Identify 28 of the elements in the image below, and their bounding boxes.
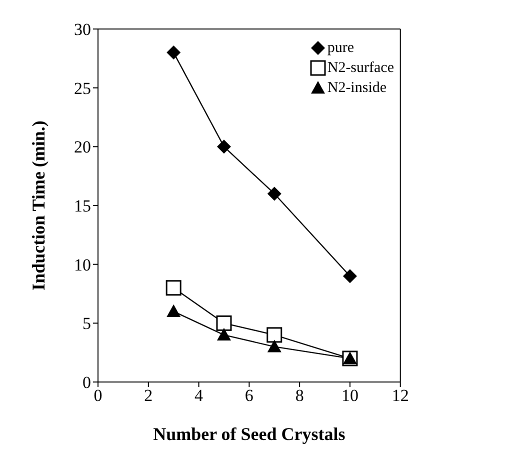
- y-axis-title: Induction Time (min.): [28, 120, 48, 290]
- y-tick-label: 5: [82, 314, 91, 334]
- y-tick-label: 30: [74, 20, 91, 40]
- point: [166, 304, 181, 317]
- legend-label: pure: [327, 39, 354, 58]
- x-tick-label: 8: [295, 386, 304, 406]
- point: [216, 328, 231, 341]
- point: [216, 140, 231, 154]
- point: [166, 280, 182, 296]
- x-tick-label: 4: [194, 386, 204, 406]
- point: [166, 46, 181, 60]
- x-tick-label: 6: [244, 386, 254, 406]
- point: [342, 269, 357, 284]
- point: [266, 327, 282, 343]
- legend-label: N2-surface: [327, 59, 394, 78]
- legend-label: N2-inside: [327, 79, 387, 98]
- y-tick-label: 10: [74, 255, 91, 274]
- y-tick-label: 0: [82, 373, 91, 392]
- point: [267, 186, 282, 201]
- x-tick-label: 2: [144, 386, 153, 406]
- x-tick-label: 12: [392, 386, 409, 406]
- point: [216, 315, 232, 331]
- y-tick-label: 20: [74, 138, 91, 157]
- x-axis-title: Number of Seed Crystals: [153, 424, 346, 444]
- y-tick-label: 25: [74, 78, 91, 98]
- point: [267, 340, 282, 352]
- x-tick-label: 10: [341, 386, 358, 406]
- y-tick-label: 15: [74, 196, 91, 216]
